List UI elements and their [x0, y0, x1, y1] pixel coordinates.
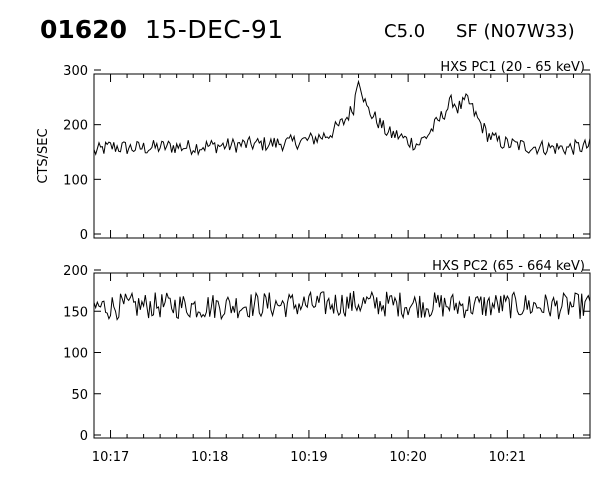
panel-title-2: HXS PC2 (65 - 664 keV): [432, 259, 585, 274]
y-tick-label: 0: [80, 228, 88, 243]
y-tick-label: 50: [71, 388, 88, 403]
x-tick-label: 10:20: [389, 450, 426, 465]
y-tick-label: 100: [63, 173, 88, 188]
x-tick-label: 10:21: [489, 450, 526, 465]
y-axis-label: CTS/SEC: [36, 128, 51, 183]
series-line-2: [93, 290, 591, 321]
y-tick-label: 200: [63, 119, 88, 134]
y-tick-label: 0: [80, 429, 88, 444]
flare-class: C5.0: [384, 21, 426, 42]
series-line-1: [93, 79, 591, 157]
event-id: 01620: [40, 15, 127, 44]
x-tick-label: 10:19: [290, 450, 327, 465]
y-tick-label: 150: [63, 305, 88, 320]
y-tick-label: 300: [63, 64, 88, 79]
x-tick-label: 10:17: [92, 450, 129, 465]
event-date: 15-DEC-91: [145, 15, 284, 44]
plot-frame-1: [93, 73, 591, 239]
flare-location: SF (N07W33): [456, 21, 575, 42]
plot-header: 01620 15-DEC-91 C5.0 SF (N07W33): [0, 0, 600, 56]
y-tick-label: 100: [63, 347, 88, 362]
x-tick-label: 10:18: [191, 450, 228, 465]
panel-title-1: HXS PC1 (20 - 65 keV): [440, 60, 585, 75]
y-tick-label: 200: [63, 264, 88, 279]
